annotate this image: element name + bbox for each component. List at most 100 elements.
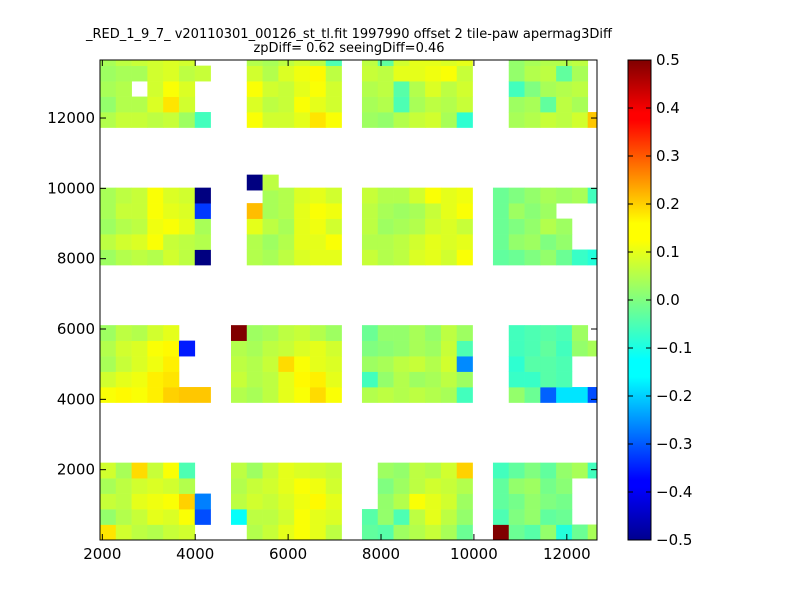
heatmap-cell [178,60,196,66]
heatmap-cell [492,249,510,266]
heatmap-cell [409,249,426,266]
heatmap-cell [309,387,327,403]
heatmap-cell [163,249,180,266]
heatmap-cell [556,218,573,235]
heatmap-cell [524,187,541,204]
heatmap-cell [556,356,573,372]
heatmap-cell [278,325,295,341]
heatmap-cell [309,65,327,82]
heatmap-cell [377,60,394,66]
heatmap-cell [571,60,589,66]
heatmap-cell [508,234,525,250]
heatmap-cell [309,493,327,510]
heatmap-cell [262,387,279,403]
colorbar-tick-label: 0.3 [656,147,680,165]
heatmap-cell [131,387,148,403]
heatmap-cell [425,65,442,82]
heatmap-cell [524,218,541,235]
heatmap-cell [377,325,394,341]
heatmap-cell [440,112,458,128]
heatmap-cell [440,187,458,204]
heatmap-cell [115,112,132,128]
heatmap-cell [377,96,394,113]
heatmap-cell [556,81,573,97]
heatmap-cell [425,325,442,341]
heatmap-cell [393,96,410,113]
heatmap-cell [194,203,211,219]
heatmap-cell [131,187,148,204]
x-axis: 2000 4000 6000 8000 10000 12000 [83,60,591,563]
heatmap-cell [456,325,473,341]
heatmap-cell [163,96,180,113]
heatmap-cell [393,340,410,357]
heatmap-cell [393,65,410,82]
heatmap-cell [377,493,394,510]
heatmap-cell [409,371,426,388]
heatmap-cell [377,462,394,479]
heatmap-cell [115,96,132,113]
heatmap-cell [361,234,379,250]
heatmap-cell [440,478,458,494]
heatmap-cell [294,509,311,525]
heatmap-cell [131,462,148,479]
heatmap-cell [178,203,196,219]
heatmap-cell [540,60,557,66]
heatmap-cell [309,60,327,66]
heatmap-cell [456,65,473,82]
heatmap-cell [508,356,525,372]
heatmap-cell [361,218,379,235]
heatmap-cell [325,65,342,82]
heatmap-cell [540,340,557,357]
heatmap-cell [178,478,196,494]
heatmap-cell [163,65,180,82]
heatmap-cell [131,325,148,341]
heatmap-cell [377,203,394,219]
heatmap-cell [115,509,132,525]
heatmap-cell [194,187,211,204]
heatmap-cell [540,509,557,525]
heatmap-cell [377,478,394,494]
heatmap-cell [178,249,196,266]
heatmap-cell [571,112,589,128]
heatmap-cell [178,112,196,128]
heatmap-cell [440,203,458,219]
heatmap-cell [230,509,248,525]
heatmap-cell [393,325,410,341]
heatmap-cell [571,325,589,341]
heatmap-cell [246,81,263,97]
heatmap-cell [425,218,442,235]
heatmap-cell [246,112,263,128]
heatmap-cell [262,356,279,372]
heatmap-cell [278,493,295,510]
heatmap-cell [409,96,426,113]
heatmap-cell [131,65,148,82]
heatmap-cell [325,60,342,66]
heatmap-cell [147,325,164,341]
heatmap-cell [163,187,180,204]
heatmap-cell [325,112,342,128]
heatmap-cell [524,65,541,82]
heatmap-cell [524,387,541,403]
heatmap-cell [278,60,295,66]
heatmap-cell [147,509,164,525]
heatmap-cell [278,234,295,250]
heatmap-cell [409,81,426,97]
heatmap-cell [163,218,180,235]
heatmap-cell [325,81,342,97]
heatmap-cell [100,187,117,204]
heatmap-cell [571,187,589,204]
heatmap-cell [587,187,598,204]
heatmap-cell [524,493,541,510]
heatmap-cell [361,187,379,204]
heatmap-cell [425,387,442,403]
heatmap-cell [131,60,148,66]
heatmap-cell [262,60,279,66]
heatmap-cell [131,371,148,388]
colorbar-tick-label: −0.3 [656,435,692,453]
colorbar-tick-label: −0.4 [656,483,692,501]
heatmap-cell [278,340,295,357]
heatmap-cell [131,493,148,510]
heatmap-cell [393,234,410,250]
heatmap-cell [246,371,263,388]
heatmap-cell [492,462,510,479]
